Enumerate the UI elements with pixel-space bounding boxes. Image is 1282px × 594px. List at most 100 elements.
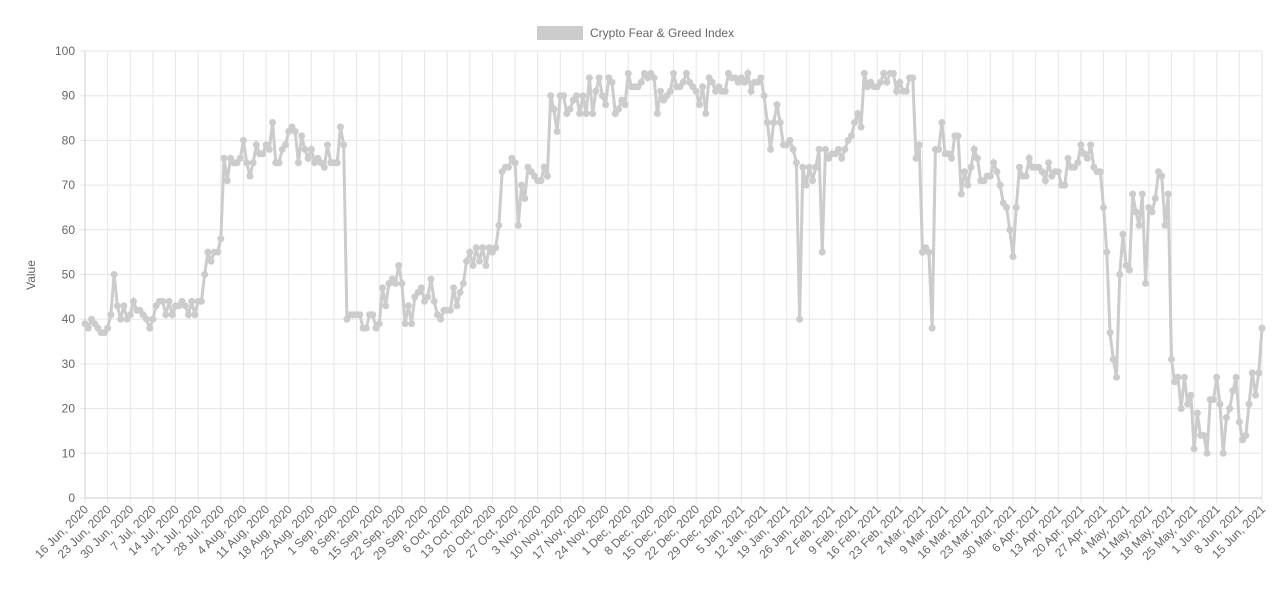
point	[876, 78, 884, 86]
point	[860, 69, 868, 77]
point	[1045, 159, 1053, 167]
point	[243, 159, 251, 167]
point	[1054, 168, 1062, 176]
point	[252, 141, 260, 149]
point	[492, 244, 500, 252]
y-tick-label: 30	[62, 357, 76, 371]
point	[181, 302, 189, 310]
point	[1077, 141, 1085, 149]
point	[495, 221, 503, 229]
point	[291, 127, 299, 135]
point	[204, 248, 212, 256]
point	[682, 69, 690, 77]
point	[301, 145, 309, 153]
point	[540, 163, 548, 171]
point	[854, 110, 862, 118]
point	[889, 69, 897, 77]
point	[602, 101, 610, 109]
point	[993, 168, 1001, 176]
point	[834, 145, 842, 153]
point	[909, 74, 917, 82]
point	[191, 311, 199, 319]
point	[294, 159, 302, 167]
point	[708, 78, 716, 86]
point	[1200, 431, 1208, 439]
y-tick-label: 90	[62, 89, 76, 103]
point	[197, 297, 205, 305]
point	[792, 159, 800, 167]
point	[1096, 168, 1104, 176]
point	[670, 69, 677, 77]
point	[560, 92, 568, 100]
point	[479, 244, 487, 252]
point	[598, 92, 606, 100]
point	[1161, 221, 1169, 229]
point	[146, 324, 154, 332]
point	[159, 297, 167, 305]
point	[935, 145, 943, 153]
y-tick-label: 100	[55, 44, 75, 58]
point	[776, 119, 784, 127]
point	[1203, 449, 1211, 457]
point	[113, 302, 121, 310]
point	[1142, 279, 1150, 287]
point	[1025, 154, 1033, 162]
point	[110, 271, 118, 278]
point	[382, 302, 390, 310]
point	[475, 257, 483, 265]
point	[802, 181, 810, 189]
point	[666, 87, 674, 95]
point	[142, 315, 150, 323]
point	[307, 145, 315, 153]
point	[324, 141, 332, 149]
point	[437, 315, 445, 323]
point	[773, 101, 781, 109]
point	[463, 257, 471, 265]
point	[1242, 431, 1250, 439]
point	[430, 297, 438, 305]
point	[84, 324, 92, 332]
point	[970, 145, 978, 153]
point	[763, 119, 771, 127]
point	[786, 136, 794, 144]
point	[107, 311, 115, 319]
point	[996, 181, 1004, 189]
point	[466, 248, 474, 256]
point	[621, 101, 629, 109]
legend-label[interactable]: Crypto Fear & Greed Index	[590, 26, 734, 40]
point	[281, 141, 289, 149]
point	[1216, 400, 1224, 408]
point	[1129, 190, 1137, 198]
point	[1132, 208, 1140, 216]
point	[961, 168, 969, 176]
point	[964, 181, 972, 189]
point	[608, 78, 616, 86]
point	[298, 132, 306, 140]
point	[1174, 373, 1182, 381]
point	[126, 311, 134, 319]
point	[589, 110, 597, 118]
point	[246, 172, 254, 180]
point	[789, 145, 797, 153]
point	[812, 163, 820, 171]
point	[1158, 172, 1166, 180]
point	[657, 87, 665, 95]
point	[521, 195, 529, 203]
point	[1187, 391, 1195, 399]
point	[1177, 405, 1185, 413]
point	[369, 311, 377, 319]
point	[427, 275, 435, 283]
legend-swatch[interactable]	[537, 26, 583, 40]
point	[1232, 373, 1240, 381]
point	[770, 119, 778, 127]
point	[401, 320, 409, 328]
point	[699, 83, 707, 91]
point	[948, 154, 956, 162]
point	[1226, 405, 1234, 413]
point	[650, 74, 658, 82]
point	[505, 163, 513, 171]
y-tick-label: 40	[62, 312, 76, 326]
y-tick-label: 20	[62, 402, 76, 416]
point	[767, 145, 775, 153]
point	[446, 306, 454, 314]
